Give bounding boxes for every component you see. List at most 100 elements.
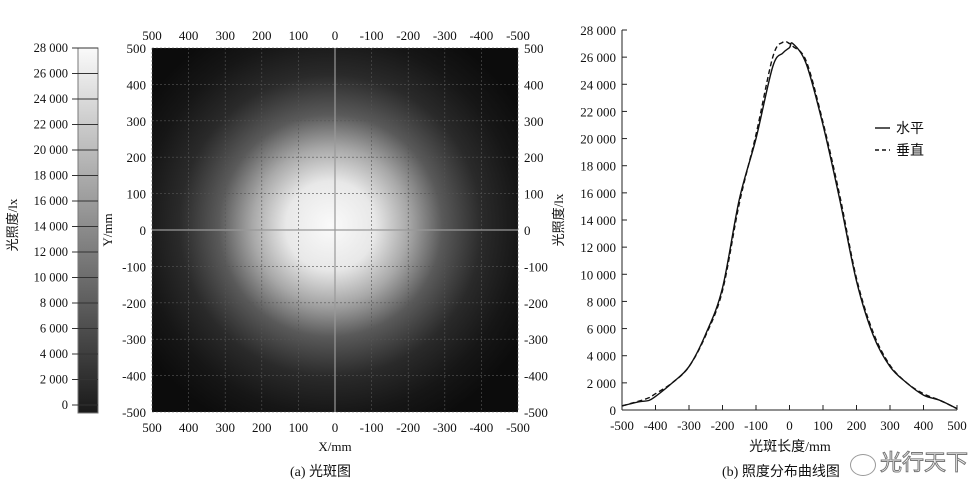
series-line-horizontal xyxy=(621,42,958,410)
y-tick-label-right: -500 xyxy=(524,405,548,420)
y-tick-label-left: 200 xyxy=(127,150,147,165)
x-tick-label: 200 xyxy=(847,418,867,433)
x-tick-label-bottom: -300 xyxy=(433,420,457,435)
x-tick-label-top: -400 xyxy=(469,28,493,43)
x-tick-label-top: -500 xyxy=(506,28,530,43)
x-tick-label-bottom: 0 xyxy=(332,420,339,435)
x-tick-label: 100 xyxy=(813,418,833,433)
colorbar-tick-label: 26 000 xyxy=(34,67,68,81)
x-tick-label-top: 200 xyxy=(252,28,272,43)
x-tick-label-bottom: -400 xyxy=(469,420,493,435)
x-tick-label-top: 300 xyxy=(215,28,235,43)
colorbar xyxy=(77,47,99,414)
colorbar-tick-label: 12 000 xyxy=(34,245,68,259)
y-tick-label: 8 000 xyxy=(587,294,616,309)
colorbar-tick-label: 18 000 xyxy=(34,169,68,183)
y-tick-label-left: -300 xyxy=(122,332,146,347)
y-tick-label: 20 000 xyxy=(580,132,616,147)
y-tick-label-left: 400 xyxy=(127,77,147,92)
x-tick-label-top: 100 xyxy=(289,28,309,43)
x-tick-label: -200 xyxy=(711,418,735,433)
y-tick-label: 6 000 xyxy=(587,322,616,337)
y-tick-label-right: 300 xyxy=(524,114,544,129)
colorbar-tick-label: 6 000 xyxy=(40,322,68,336)
colorbar-label: 光照度/lx xyxy=(5,198,20,251)
y-tick-label: 24 000 xyxy=(580,77,616,92)
y-tick-label: 10 000 xyxy=(580,267,616,282)
caption-b: (b) 照度分布曲线图 xyxy=(722,465,840,480)
x-tick-label-bottom: 400 xyxy=(179,420,199,435)
y-tick-label-left: -200 xyxy=(122,296,146,311)
y-tick-label: 18 000 xyxy=(580,159,616,174)
x-tick-label-top: 400 xyxy=(179,28,199,43)
wechat-icon xyxy=(850,454,876,476)
y-tick-label: 12 000 xyxy=(580,240,616,255)
legend-label: 垂直 xyxy=(896,142,924,159)
y-tick-label-left: 300 xyxy=(127,114,147,129)
caption-a: (a) 光斑图 xyxy=(290,465,352,480)
y-tick-label: 2 000 xyxy=(587,376,616,391)
x-tick-label: 300 xyxy=(880,418,900,433)
y-tick-label: 0 xyxy=(610,403,617,418)
y-tick-label-left: -400 xyxy=(122,369,146,384)
x-tick-label-top: -200 xyxy=(396,28,420,43)
x-tick-label: 0 xyxy=(786,418,793,433)
colorbar-tick-label: 0 xyxy=(62,398,68,412)
y-tick-label-left: 0 xyxy=(140,223,147,238)
x-tick-label: -400 xyxy=(644,418,668,433)
x-tick-label-top: 0 xyxy=(332,28,339,43)
y-axis-label: Y/mm xyxy=(100,213,115,246)
y-tick-label-right: -300 xyxy=(524,332,548,347)
x-tick-label-top: 500 xyxy=(142,28,162,43)
colorbar-tick-label: 8 000 xyxy=(40,296,68,310)
legend-label: 水平 xyxy=(896,121,924,137)
x-tick-label-top: -300 xyxy=(433,28,457,43)
y-tick-label-right: 400 xyxy=(524,77,544,92)
colorbar-tick-label: 16 000 xyxy=(34,194,68,208)
y-tick-label-left: -500 xyxy=(122,405,146,420)
y-tick-label: 14 000 xyxy=(580,213,616,228)
y-axis-label: 光照度/lx xyxy=(551,193,566,246)
colorbar-tick-label: 20 000 xyxy=(34,143,68,157)
x-tick-label-bottom: 200 xyxy=(252,420,272,435)
colorbar-tick-label: 24 000 xyxy=(34,92,68,106)
y-tick-label-left: -100 xyxy=(122,259,146,274)
y-tick-label-right: 0 xyxy=(524,223,531,238)
x-tick-label-bottom: -100 xyxy=(360,420,384,435)
y-tick-label-right: 500 xyxy=(524,41,544,56)
x-tick-label: -300 xyxy=(677,418,701,433)
x-tick-label: 400 xyxy=(914,418,934,433)
y-tick-label: 26 000 xyxy=(580,50,616,65)
x-tick-label-top: -100 xyxy=(360,28,384,43)
y-tick-label: 28 000 xyxy=(580,23,616,38)
x-tick-label: 500 xyxy=(947,418,967,433)
y-tick-label: 4 000 xyxy=(587,349,616,364)
y-tick-label-right: 200 xyxy=(524,150,544,165)
x-tick-label: -100 xyxy=(744,418,768,433)
colorbar-tick-label: 4 000 xyxy=(40,347,68,361)
x-tick-label-bottom: -200 xyxy=(396,420,420,435)
colorbar-tick-label: 2 000 xyxy=(40,373,68,387)
x-tick-label-bottom: 500 xyxy=(142,420,162,435)
y-tick-label-left: 500 xyxy=(127,41,147,56)
x-tick-label-bottom: 300 xyxy=(215,420,235,435)
y-tick-label-right: -200 xyxy=(524,296,548,311)
colorbar-tick-label: 14 000 xyxy=(34,220,68,234)
colorbar-tick-label: 10 000 xyxy=(34,271,68,285)
x-axis-label: X/mm xyxy=(318,439,351,454)
y-tick-label: 16 000 xyxy=(580,186,616,201)
x-tick-label-bottom: 100 xyxy=(289,420,309,435)
y-tick-label-left: 100 xyxy=(127,187,147,202)
x-axis-label: 光斑长度/mm xyxy=(749,439,831,455)
colorbar-tick-label: 28 000 xyxy=(34,41,68,55)
y-tick-label-right: 100 xyxy=(524,187,544,202)
y-tick-label-right: -400 xyxy=(524,369,548,384)
y-tick-label: 22 000 xyxy=(580,104,616,119)
colorbar-tick-label: 22 000 xyxy=(34,118,68,132)
watermark: 光行天下 xyxy=(879,451,969,476)
x-tick-label: -500 xyxy=(610,418,634,433)
y-tick-label-right: -100 xyxy=(524,259,548,274)
series-line-vertical xyxy=(621,40,958,410)
